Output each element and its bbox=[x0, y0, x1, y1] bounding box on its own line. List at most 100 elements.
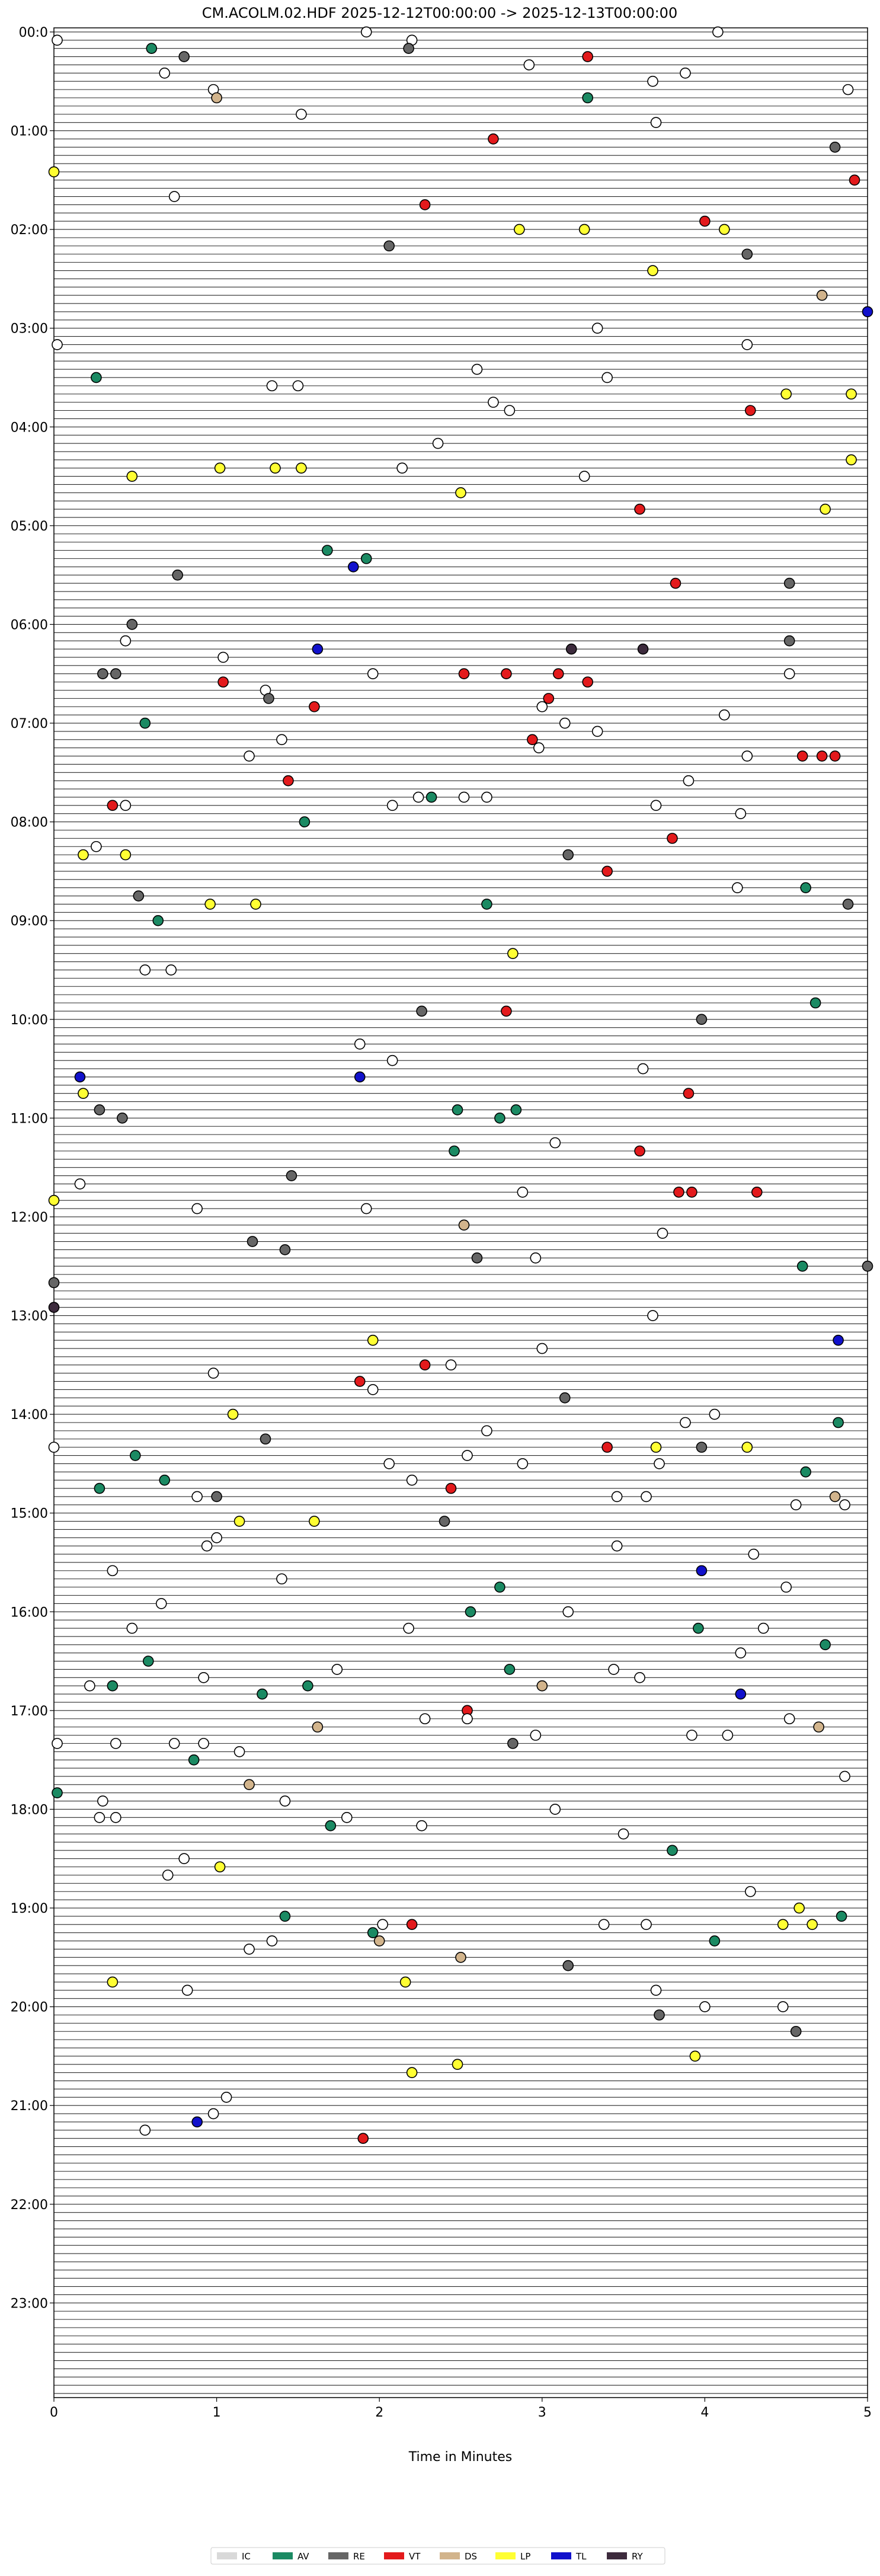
event-marker-ic bbox=[367, 1384, 379, 1395]
event-marker-re bbox=[97, 668, 108, 680]
y-tick-label: 10:00 bbox=[11, 1013, 48, 1028]
event-marker-ic bbox=[709, 1408, 721, 1420]
event-marker-tl bbox=[312, 643, 324, 655]
event-marker-ic bbox=[360, 1203, 372, 1215]
event-marker-ic bbox=[536, 701, 548, 712]
event-marker-lp bbox=[406, 2067, 418, 2078]
event-marker-ic bbox=[533, 742, 545, 753]
event-marker-ic bbox=[530, 1252, 542, 1264]
y-tick-label: 00:0 bbox=[19, 25, 48, 40]
event-marker-ic bbox=[732, 882, 743, 893]
event-marker-av bbox=[91, 372, 102, 383]
event-marker-re bbox=[562, 1960, 574, 1971]
event-marker-re bbox=[211, 1491, 222, 1503]
event-marker-ic bbox=[107, 1565, 119, 1577]
event-marker-ic bbox=[780, 1581, 792, 1593]
event-marker-ic bbox=[601, 372, 613, 383]
event-marker-vt bbox=[458, 668, 470, 680]
legend: IC AV RE VT DS LP TL RY bbox=[210, 2547, 665, 2565]
event-marker-lp bbox=[741, 1442, 753, 1453]
y-tick-label: 16:00 bbox=[11, 1605, 48, 1620]
event-marker-ic bbox=[839, 1770, 850, 1782]
event-marker-vt bbox=[309, 701, 320, 712]
event-marker-ic bbox=[471, 363, 483, 375]
event-marker-ic bbox=[220, 2092, 232, 2103]
event-marker-av bbox=[796, 1260, 808, 1272]
event-marker-ds bbox=[829, 1491, 841, 1503]
event-marker-re bbox=[178, 51, 190, 62]
event-marker-vt bbox=[501, 668, 512, 680]
event-marker-av bbox=[693, 1622, 704, 1634]
legend-label-lp: LP bbox=[520, 2551, 530, 2562]
event-marker-ic bbox=[360, 26, 372, 38]
event-marker-av bbox=[709, 1935, 721, 1947]
x-axis-ticks: 0 1 2 3 4 5 bbox=[50, 2398, 872, 2420]
event-marker-ic bbox=[748, 1548, 760, 1560]
event-marker-ic bbox=[735, 808, 747, 820]
event-marker-ic bbox=[94, 1812, 105, 1823]
event-marker-vt bbox=[552, 668, 564, 680]
event-marker-ic bbox=[159, 68, 171, 79]
event-marker-ic bbox=[386, 800, 398, 811]
event-marker-ds bbox=[244, 1779, 255, 1791]
event-marker-lp bbox=[399, 1976, 411, 1988]
y-tick-label: 04:00 bbox=[11, 420, 48, 435]
event-marker-re bbox=[110, 668, 121, 680]
event-marker-re bbox=[783, 577, 795, 589]
event-marker-vt bbox=[699, 215, 711, 227]
event-marker-lp bbox=[296, 462, 307, 474]
event-marker-av bbox=[452, 1104, 463, 1116]
event-marker-vt bbox=[634, 1145, 645, 1157]
event-marker-vt bbox=[601, 865, 613, 877]
event-marker-ic bbox=[181, 1984, 193, 1996]
event-marker-ic bbox=[578, 471, 590, 482]
event-marker-re bbox=[172, 569, 183, 581]
event-marker-vt bbox=[667, 833, 678, 844]
y-tick-label: 01:00 bbox=[11, 124, 48, 139]
event-marker-ds bbox=[536, 1680, 548, 1692]
event-marker-av bbox=[667, 1845, 678, 1856]
event-marker-av bbox=[494, 1113, 505, 1124]
legend-label-ic: IC bbox=[242, 2551, 251, 2562]
event-marker-ic bbox=[598, 1919, 610, 1931]
event-marker-ic bbox=[276, 734, 287, 746]
event-marker-ic bbox=[617, 1828, 629, 1840]
x-tick-label: 3 bbox=[538, 2405, 546, 2420]
event-marker-ic bbox=[647, 1310, 658, 1321]
event-marker-vt bbox=[796, 750, 808, 762]
event-marker-ry bbox=[565, 643, 577, 655]
event-marker-lp bbox=[270, 462, 281, 474]
event-marker-ds bbox=[458, 1219, 470, 1231]
event-marker-av bbox=[820, 1639, 831, 1651]
event-marker-av bbox=[510, 1104, 522, 1116]
event-marker-ic bbox=[341, 1812, 353, 1823]
legend-swatch-ds bbox=[440, 2552, 460, 2559]
event-marker-ic bbox=[419, 1713, 431, 1725]
legend-swatch-ic bbox=[217, 2552, 237, 2559]
event-marker-re bbox=[862, 1260, 873, 1272]
event-marker-ic bbox=[396, 462, 408, 474]
event-marker-re bbox=[279, 1244, 291, 1255]
event-marker-lp bbox=[507, 948, 519, 960]
event-marker-av bbox=[494, 1581, 505, 1593]
event-marker-ic bbox=[530, 1730, 542, 1741]
event-marker-vt bbox=[673, 1186, 684, 1198]
event-marker-vt bbox=[406, 1919, 418, 1931]
event-marker-ic bbox=[377, 1919, 388, 1931]
event-marker-ic bbox=[744, 1885, 756, 1897]
event-marker-ic bbox=[536, 1343, 548, 1354]
event-marker-lp bbox=[78, 1088, 89, 1100]
event-marker-av bbox=[152, 915, 164, 926]
event-marker-ic bbox=[549, 1804, 561, 1815]
legend-swatch-ry bbox=[607, 2552, 627, 2559]
event-marker-ic bbox=[517, 1186, 529, 1198]
event-marker-lp bbox=[309, 1516, 320, 1527]
event-marker-re bbox=[94, 1104, 105, 1116]
event-marker-ic bbox=[191, 1491, 203, 1503]
event-marker-ds bbox=[813, 1721, 824, 1733]
x-tick-label: 2 bbox=[375, 2405, 383, 2420]
event-marker-ic bbox=[412, 791, 424, 803]
event-marker-ic bbox=[217, 651, 229, 663]
event-marker-ry bbox=[48, 1302, 60, 1313]
event-marker-av bbox=[142, 1655, 154, 1667]
